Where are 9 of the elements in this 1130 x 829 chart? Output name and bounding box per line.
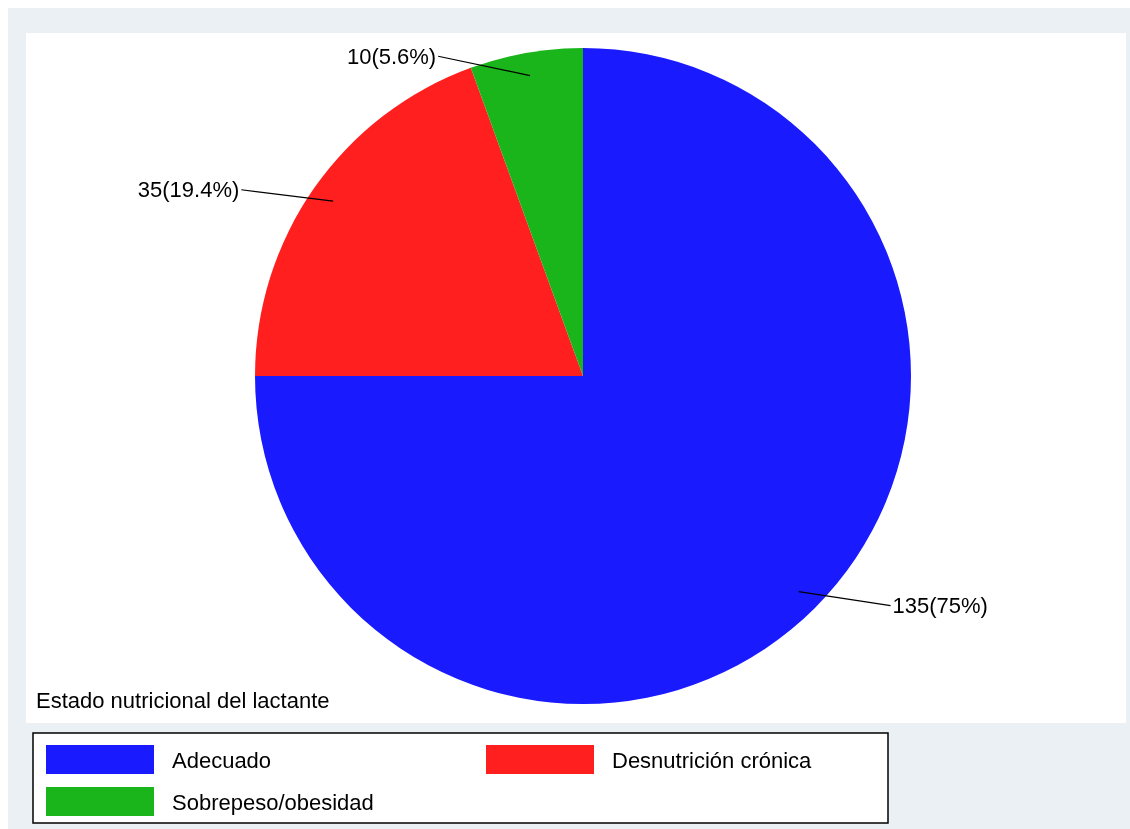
text: Estado nutricional del lactante — [36, 688, 330, 713]
legend-label: Sobrepeso/obesidad — [172, 789, 374, 815]
legend-label: Adecuado — [172, 747, 272, 773]
data-label: 35(19.4%) — [137, 177, 240, 203]
pie-slice — [470, 48, 583, 376]
legend-label: Desnutrición crónica — [612, 747, 813, 773]
data-label: 135(75%) — [892, 593, 988, 619]
pie-slice — [255, 67, 583, 376]
data-label: 10(5.6%) — [346, 43, 437, 69]
